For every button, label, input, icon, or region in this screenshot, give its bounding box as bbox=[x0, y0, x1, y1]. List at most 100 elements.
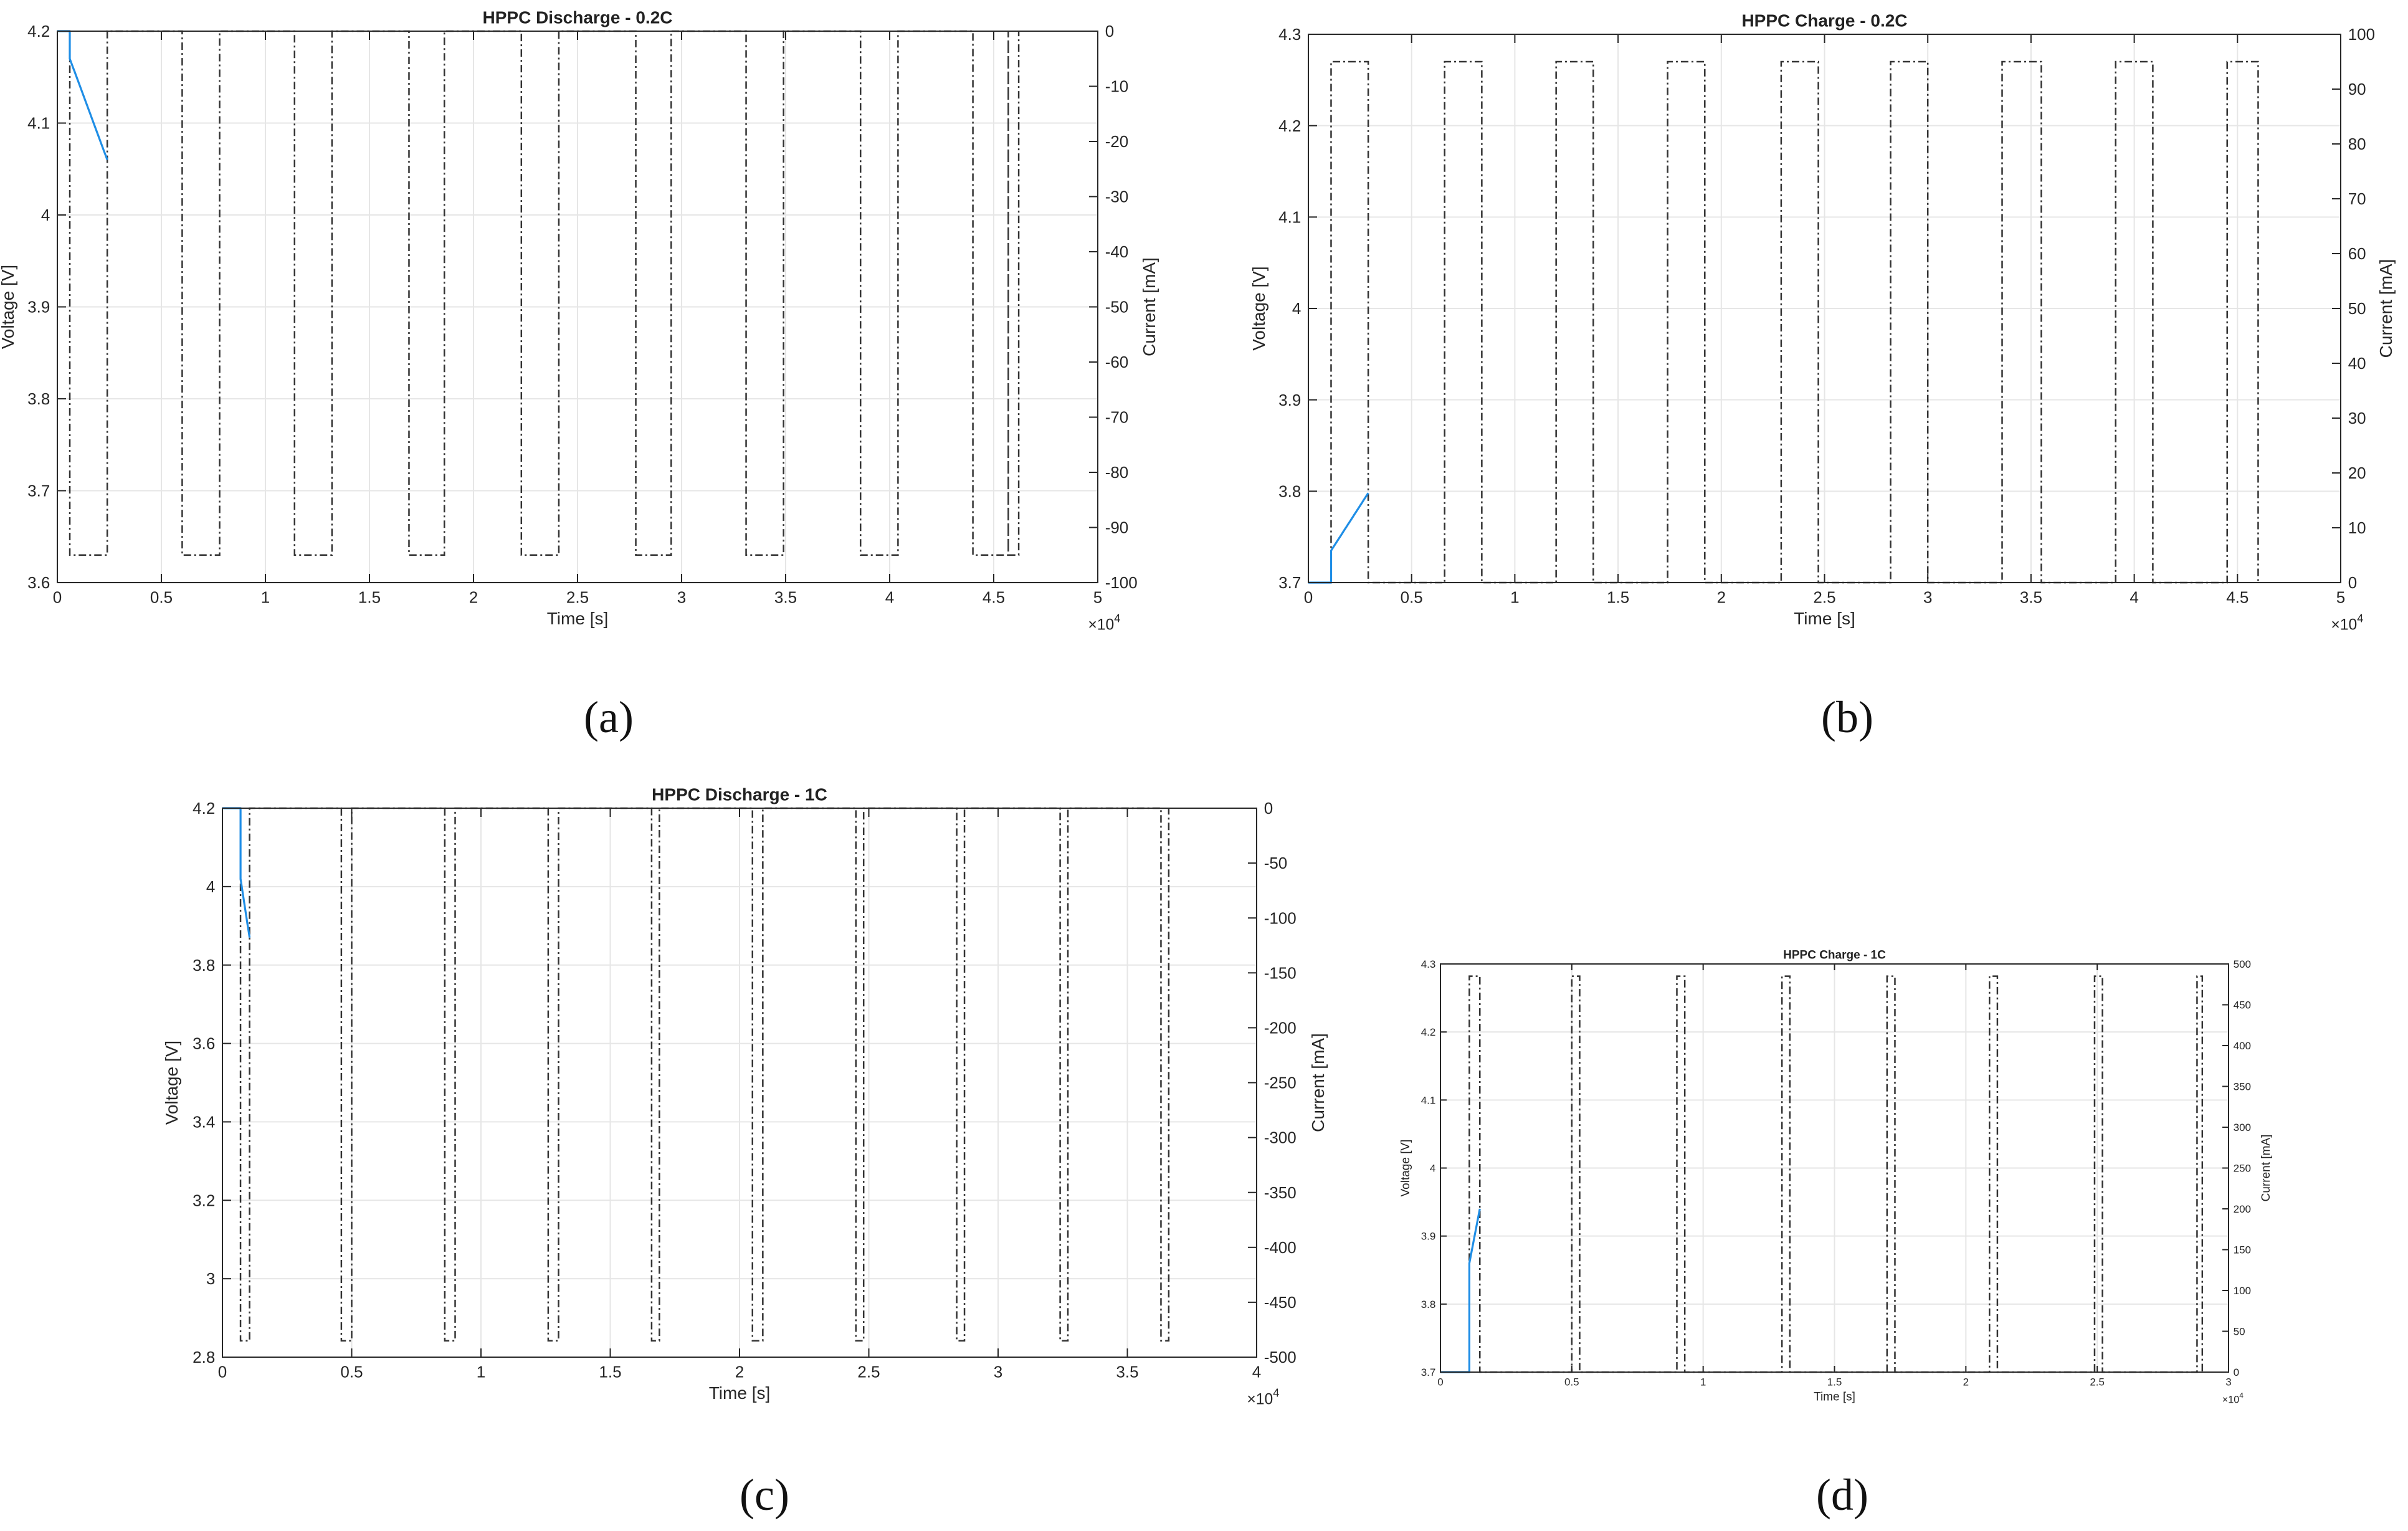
x-exponent-power: 4 bbox=[2239, 1391, 2244, 1400]
x-tick-label: 5 bbox=[2336, 588, 2345, 607]
y2-tick-label: 0 bbox=[2348, 573, 2357, 592]
y-tick-label: 4.1 bbox=[1421, 1094, 1436, 1106]
x-tick-label: 0 bbox=[53, 588, 62, 607]
x-tick-label: 3 bbox=[994, 1363, 1002, 1381]
y-tick-label: 3.7 bbox=[27, 482, 50, 500]
y-tick-label: 4 bbox=[206, 877, 215, 896]
x-tick-label: 1 bbox=[477, 1363, 485, 1381]
panel-caption: (c) bbox=[740, 1470, 789, 1520]
current-line bbox=[222, 807, 1170, 1342]
y2-tick-label: -80 bbox=[1105, 463, 1129, 482]
x-exponent-base: ×10 bbox=[1088, 616, 1114, 633]
x-tick-label: 2.5 bbox=[566, 588, 589, 607]
y2-axis-label: Current [mA] bbox=[1308, 1033, 1328, 1132]
y2-tick-label: -60 bbox=[1105, 353, 1129, 371]
x-exponent-label: ×104 bbox=[2331, 613, 2363, 634]
y2-tick-label: -500 bbox=[1264, 1348, 1297, 1366]
y2-tick-label: 350 bbox=[2234, 1080, 2251, 1092]
x-tick-label: 4.5 bbox=[2226, 588, 2249, 607]
y2-axis-label: Current [mA] bbox=[2376, 259, 2396, 358]
y-tick-label: 3.7 bbox=[1278, 573, 1301, 592]
y-tick-label: 4 bbox=[1292, 299, 1301, 318]
x-tick-label: 2.5 bbox=[857, 1363, 880, 1381]
y-tick-label: 3.6 bbox=[193, 1034, 215, 1053]
x-exponent-base: ×10 bbox=[2222, 1394, 2239, 1405]
y2-axis-label: Current [mA] bbox=[1140, 257, 1159, 356]
y2-tick-label: 0 bbox=[2234, 1366, 2239, 1378]
y2-tick-label: 80 bbox=[2348, 135, 2366, 153]
y-tick-label: 3.6 bbox=[27, 573, 50, 592]
y2-tick-label: -100 bbox=[1264, 909, 1297, 927]
y2-tick-label: -90 bbox=[1105, 518, 1129, 537]
y2-tick-label: -10 bbox=[1105, 77, 1129, 96]
y-axis-label: Voltage [V] bbox=[1399, 1140, 1412, 1197]
y2-tick-label: -200 bbox=[1264, 1019, 1297, 1037]
y-tick-label: 3.7 bbox=[1421, 1366, 1436, 1378]
y2-tick-label: -70 bbox=[1105, 408, 1129, 427]
x-axis-label: Time [s] bbox=[1794, 609, 1855, 628]
x-tick-label: 1.5 bbox=[358, 588, 381, 607]
y2-tick-label: 400 bbox=[2234, 1040, 2251, 1052]
y2-tick-label: 0 bbox=[1105, 22, 1114, 41]
y2-tick-label: -150 bbox=[1264, 963, 1297, 982]
panel-caption: (a) bbox=[584, 692, 634, 742]
y-tick-label: 3.9 bbox=[1278, 391, 1301, 409]
x-tick-label: 2.5 bbox=[1813, 588, 1835, 607]
y-axis-label: Voltage [V] bbox=[162, 1041, 181, 1125]
x-tick-label: 4 bbox=[2130, 588, 2138, 607]
x-exponent-base: ×10 bbox=[2331, 616, 2357, 633]
y2-tick-label: 250 bbox=[2234, 1162, 2251, 1174]
x-exponent-power: 4 bbox=[1114, 613, 1120, 625]
x-tick-label: 0.5 bbox=[1401, 588, 1423, 607]
x-tick-label: 2 bbox=[735, 1363, 744, 1381]
x-tick-label: 3 bbox=[1923, 588, 1932, 607]
x-tick-label: 0 bbox=[218, 1363, 227, 1381]
x-tick-label: 1.5 bbox=[1607, 588, 1629, 607]
y2-tick-label: 0 bbox=[1264, 799, 1273, 818]
x-tick-label: 1 bbox=[1700, 1376, 1706, 1388]
y2-tick-label: 60 bbox=[2348, 244, 2366, 263]
y-axis-label: Voltage [V] bbox=[0, 265, 17, 349]
y-tick-label: 4.2 bbox=[27, 22, 50, 41]
chart-title: HPPC Charge - 1C bbox=[1783, 948, 1886, 961]
y2-tick-label: 150 bbox=[2234, 1244, 2251, 1256]
x-tick-label: 0 bbox=[1437, 1376, 1443, 1388]
voltage-line bbox=[1440, 1208, 1481, 1373]
y2-tick-label: 40 bbox=[2348, 354, 2366, 373]
voltage-line bbox=[1308, 492, 1369, 584]
voltage-line bbox=[222, 807, 251, 938]
chart-a: 0 0.5 1 1.5 2 2.5 3 3.5 4 4.5 5 3.6 3.7 3.8 3.9 4 4.1 4.2… bbox=[0, 7, 1159, 742]
y-tick-label: 4 bbox=[41, 206, 50, 224]
y2-tick-label: 30 bbox=[2348, 409, 2366, 427]
x-exponent-power: 4 bbox=[2357, 613, 2363, 625]
y2-tick-label: -100 bbox=[1105, 573, 1138, 592]
y2-tick-label: -50 bbox=[1105, 298, 1129, 317]
y-tick-label: 4.3 bbox=[1421, 958, 1436, 970]
chart-title: HPPC Charge - 0.2C bbox=[1741, 11, 1907, 30]
y-tick-label: 4.2 bbox=[1278, 117, 1301, 135]
y2-tick-label: 20 bbox=[2348, 464, 2366, 482]
x-tick-label: 1.5 bbox=[1827, 1376, 1842, 1388]
x-tick-label: 4.5 bbox=[983, 588, 1005, 607]
voltage-line bbox=[57, 30, 108, 161]
x-tick-label: 5 bbox=[1093, 588, 1102, 607]
x-exponent-label: ×104 bbox=[1247, 1387, 1279, 1408]
x-tick-label: 0.5 bbox=[340, 1363, 363, 1381]
x-tick-label: 3.5 bbox=[1116, 1363, 1138, 1381]
y2-tick-label: -20 bbox=[1105, 132, 1129, 151]
x-axis-label: Time [s] bbox=[547, 609, 609, 628]
y-tick-label: 2.8 bbox=[193, 1348, 215, 1366]
y2-tick-label: -350 bbox=[1264, 1183, 1297, 1202]
chart-d: 0 0.5 1 1.5 2 2.5 3 3.7 3.8 3.9 4 4.1 4.2 4.3 0 50 100 15… bbox=[1399, 948, 2273, 1520]
x-tick-label: 1.5 bbox=[599, 1363, 621, 1381]
panel-caption: (b) bbox=[1821, 692, 1873, 742]
x-exponent-power: 4 bbox=[1273, 1387, 1279, 1400]
y-axis-label: Voltage [V] bbox=[1249, 266, 1268, 350]
y2-tick-label: 100 bbox=[2348, 25, 2375, 44]
chart-title: HPPC Discharge - 0.2C bbox=[483, 7, 673, 27]
x-tick-label: 4 bbox=[885, 588, 894, 607]
x-exponent-label: ×104 bbox=[1088, 613, 1120, 634]
x-tick-label: 3 bbox=[677, 588, 686, 607]
y-tick-label: 3.4 bbox=[193, 1113, 215, 1132]
